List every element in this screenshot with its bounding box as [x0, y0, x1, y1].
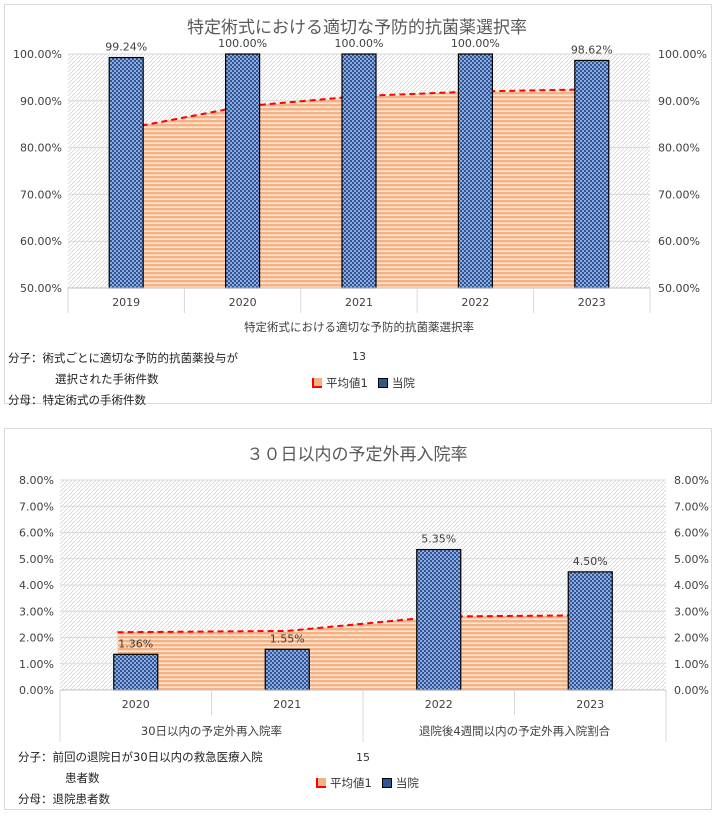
y-tick-label-right: 8.00% — [674, 474, 709, 487]
legend-avg-label: 平均値1 — [326, 376, 368, 390]
y-tick-label-right: 1.00% — [674, 658, 709, 671]
group-label: 特定術式における適切な予防的抗菌薬選択率 — [244, 320, 474, 334]
numerator-label: 分子：術式ごとに適切な予防的抗菌薬投与が — [8, 351, 238, 365]
x-tick-label-2021: 2021 — [273, 698, 301, 711]
data-label-2021: 100.00% — [335, 37, 384, 50]
y-tick-label-right: 4.00% — [674, 579, 709, 592]
y-tick-label-left: 6.00% — [19, 527, 54, 540]
bar-2020 — [113, 653, 159, 691]
y-tick-label-right: 100.00% — [658, 48, 707, 61]
y-tick-label-right: 6.00% — [674, 527, 709, 540]
y-tick-label-right: 70.00% — [658, 188, 700, 201]
x-tick-label-2021: 2021 — [345, 296, 373, 309]
group-label-1: 30日以内の予定外再入院率 — [141, 724, 282, 738]
numerator-label: 分子：前回の退院日が30日以内の救急医療入院 — [18, 750, 263, 764]
denominator-label: 分母：退院患者数 — [18, 792, 110, 806]
bar-2021 — [341, 53, 377, 289]
x-tick-label-2022: 2022 — [425, 698, 453, 711]
x-tick-label-2022: 2022 — [461, 296, 489, 309]
average-line — [117, 614, 609, 634]
chart-panel-2: ３０日以内の予定外再入院率 0.00% 0.00% 1.00% 1.00% 2.00% 2… — [0, 420, 714, 819]
y-tick-label-left: 2.00% — [19, 632, 54, 645]
y-tick-label-left: 100.00% — [13, 48, 62, 61]
y-tick-label-left: 50.00% — [20, 282, 62, 295]
y-tick-label-left: 90.00% — [20, 95, 62, 108]
denominator-label: 分母：特定術式の手術件数 — [8, 393, 146, 407]
y-tick-label-left: 0.00% — [19, 684, 54, 697]
data-label-2023: 98.62% — [571, 43, 613, 56]
legend-avg-swatch — [316, 778, 326, 788]
bar-2019 — [108, 56, 144, 289]
legend-ours-swatch — [381, 778, 392, 788]
y-tick-label-left: 80.00% — [20, 142, 62, 155]
chart-panel-1: 特定術式における適切な予防的抗菌薬選択率 50.00% 50.00% 60.00% 6… — [4, 4, 712, 411]
y-tick-label-left: 70.00% — [20, 188, 62, 201]
y-tick-label-right: 80.00% — [658, 142, 700, 155]
bar-2023 — [567, 571, 613, 691]
chart-title-1: 特定術式における適切な予防的抗菌薬選択率 — [187, 18, 527, 38]
data-label-2023: 4.50% — [573, 555, 608, 568]
data-label-2022: 100.00% — [451, 37, 500, 50]
y-tick-label-left: 60.00% — [20, 235, 62, 248]
legend-avg-swatch — [312, 378, 322, 388]
y-tick-label-left: 1.00% — [19, 658, 54, 671]
y-tick-label-left: 8.00% — [19, 474, 54, 487]
y-tick-label-right: 0.00% — [674, 684, 709, 697]
data-label-2022: 5.35% — [421, 533, 456, 546]
x-tick-label-2019: 2019 — [112, 296, 140, 309]
y-tick-label-right: 2.00% — [674, 632, 709, 645]
y-tick-label-left: 7.00% — [19, 500, 54, 513]
page-number: 15 — [356, 751, 370, 764]
chart-title-2: ３０日以内の予定外再入院率 — [246, 445, 468, 465]
y-tick-label-right: 5.00% — [674, 553, 709, 566]
y-tick-label-left: 4.00% — [19, 579, 54, 592]
notes-2: 分子：前回の退院日が30日以内の救急医療入院 患者数 分母：退院患者数 — [18, 747, 263, 810]
legend-1: 平均値1 当院 — [312, 375, 415, 391]
chart-2-svg: 0.00% 0.00% 1.00% 1.00% 2.00% 2.00% 3.00% 3.00%… — [19, 474, 709, 742]
legend-2: 平均値1 当院 — [316, 775, 419, 791]
bar-2020 — [225, 53, 261, 289]
data-label-2019: 99.24% — [105, 41, 147, 54]
x-tick-label-2023: 2023 — [578, 296, 606, 309]
bar-2022 — [457, 53, 493, 289]
y-tick-label-left: 5.00% — [19, 553, 54, 566]
y-tick-label-left: 3.00% — [19, 605, 54, 618]
data-label-2020: 100.00% — [218, 37, 267, 50]
y-tick-label-right: 50.00% — [658, 282, 700, 295]
y-tick-label-right: 60.00% — [658, 235, 700, 248]
x-tick-label-2020: 2020 — [229, 296, 257, 309]
average-area — [117, 615, 609, 690]
data-label-2021: 1.55% — [270, 632, 305, 645]
data-label-2020: 1.36% — [118, 637, 153, 650]
bar-2023 — [574, 59, 610, 289]
legend-ours-label: 当院 — [391, 376, 415, 390]
group-label-2: 退院後4週間以内の予定外再入院割合 — [419, 724, 611, 738]
bar-2021 — [264, 648, 310, 691]
y-tick-label-right: 7.00% — [674, 500, 709, 513]
legend-ours-label: 当院 — [395, 776, 419, 790]
numerator-cont: 患者数 — [65, 771, 100, 785]
y-tick-label-right: 90.00% — [658, 95, 700, 108]
x-tick-label-2023: 2023 — [576, 698, 604, 711]
y-tick-label-right: 3.00% — [674, 605, 709, 618]
notes-1: 分子：術式ごとに適切な予防的抗菌薬投与が 選択された手術件数 分母：特定術式の手… — [8, 348, 238, 411]
page-number: 13 — [352, 350, 366, 363]
bar-2022 — [416, 548, 462, 691]
chart-1-svg: 50.00% 50.00% 60.00% 60.00% 70.00% 70.00% 80.0… — [13, 37, 707, 334]
legend-avg-label: 平均値1 — [330, 776, 372, 790]
numerator-cont: 選択された手術件数 — [55, 372, 159, 386]
legend-ours-swatch — [377, 378, 388, 388]
x-tick-label-2020: 2020 — [122, 698, 150, 711]
